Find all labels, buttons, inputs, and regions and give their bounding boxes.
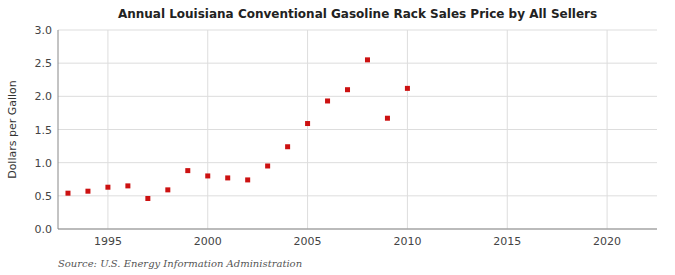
y-grid-line xyxy=(58,96,657,97)
point xyxy=(405,86,410,91)
x-grid-line xyxy=(607,30,608,229)
points xyxy=(65,57,409,201)
y-tick-label: 2.5 xyxy=(35,57,53,70)
y-tick-label: 0.0 xyxy=(35,223,53,236)
x-grid-line xyxy=(107,30,108,229)
y-tick-label: 2.0 xyxy=(35,90,53,103)
x-tick-label: 2000 xyxy=(194,235,222,248)
x-grid-line xyxy=(307,30,308,229)
point xyxy=(305,121,310,126)
point xyxy=(225,175,230,180)
x-tick-label: 2015 xyxy=(493,235,521,248)
x-grid-line xyxy=(407,30,408,229)
point xyxy=(205,173,210,178)
y-grid-line xyxy=(58,63,657,64)
y-tick-label: 3.0 xyxy=(35,24,53,37)
y-tick-label: 0.5 xyxy=(35,190,53,203)
point xyxy=(185,168,190,173)
y-axis-line xyxy=(58,30,59,229)
x-tick-label: 2010 xyxy=(393,235,421,248)
point xyxy=(345,87,350,92)
y-grid-line xyxy=(58,30,657,31)
y-tick-label: 1.0 xyxy=(35,157,53,170)
point xyxy=(365,57,370,62)
chart: Annual Louisiana Conventional Gasoline R… xyxy=(0,0,675,275)
point xyxy=(85,189,90,194)
point xyxy=(105,185,110,190)
title: Annual Louisiana Conventional Gasoline R… xyxy=(118,7,597,21)
source-note: Source: U.S. Energy Information Administ… xyxy=(58,258,302,269)
y-grid-line xyxy=(58,229,657,230)
y-grid-line xyxy=(58,162,657,163)
point xyxy=(65,191,70,196)
x-tick-label: 2005 xyxy=(294,235,322,248)
point xyxy=(265,163,270,168)
point xyxy=(145,196,150,201)
point xyxy=(325,98,330,103)
grid xyxy=(58,30,657,229)
y-tick-label: 1.5 xyxy=(35,124,53,137)
point xyxy=(165,187,170,192)
point xyxy=(385,116,390,121)
x-grid-line xyxy=(207,30,208,229)
point xyxy=(245,177,250,182)
x-tick-label: 2020 xyxy=(593,235,621,248)
point xyxy=(285,144,290,149)
x-grid-line xyxy=(507,30,508,229)
x-axis-line xyxy=(58,229,657,230)
y-grid-line xyxy=(58,129,657,130)
point xyxy=(125,183,130,188)
x-tick-label: 1995 xyxy=(94,235,122,248)
y-axis-label: Dollars per Gallon xyxy=(6,80,19,179)
